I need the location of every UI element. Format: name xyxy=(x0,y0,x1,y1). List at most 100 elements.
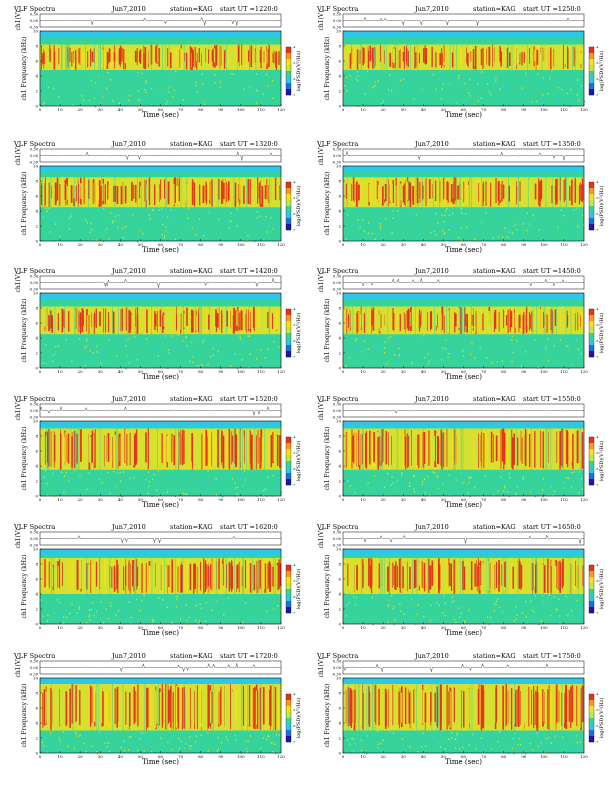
texture-speck xyxy=(440,97,442,100)
texture-speck xyxy=(422,89,424,91)
quiet-gap xyxy=(129,555,130,622)
quiet-gap xyxy=(254,425,256,494)
x-tick-label: 10 xyxy=(361,369,367,374)
emission-streak xyxy=(156,685,158,723)
y-tick-label: 0 xyxy=(338,366,341,371)
texture-speck xyxy=(557,95,560,98)
emission-streak xyxy=(112,311,115,334)
y-tick-label: 8 xyxy=(338,44,341,49)
emission-streak xyxy=(136,566,139,587)
colorbar-segment xyxy=(286,583,291,590)
quiet-gap xyxy=(449,41,451,104)
y-tick-label: 6 xyxy=(35,194,38,199)
texture-speck xyxy=(86,488,88,491)
texture-speck xyxy=(538,74,541,76)
emission-streak xyxy=(348,50,350,67)
texture-speck xyxy=(202,341,204,343)
texture-speck xyxy=(576,742,578,744)
emission-streak xyxy=(438,182,439,199)
x-tick-label: 70 xyxy=(178,625,184,630)
texture-speck xyxy=(526,212,528,215)
texture-speck xyxy=(429,619,432,622)
colorbar-segment xyxy=(286,736,291,743)
texture-speck xyxy=(566,479,568,481)
quiet-gap xyxy=(561,425,563,494)
quiet-gap xyxy=(175,425,177,494)
emission-streak xyxy=(75,685,77,722)
emission-streak xyxy=(141,563,143,593)
emission-streak xyxy=(389,184,391,204)
texture-speck xyxy=(132,597,134,600)
texture-speck xyxy=(559,339,561,342)
emission-streak xyxy=(427,312,428,331)
emission-streak xyxy=(497,53,499,66)
emission-streak xyxy=(71,52,73,67)
emission-streak xyxy=(256,560,258,594)
emission-streak xyxy=(388,434,390,470)
emission-streak xyxy=(433,686,435,731)
emission-streak xyxy=(405,180,406,207)
panel-title: VLF Spectra xyxy=(316,5,358,13)
texture-speck xyxy=(227,473,229,475)
texture-speck xyxy=(78,606,80,608)
panel-date: Jun7,2010 xyxy=(414,140,449,148)
emission-streak xyxy=(566,310,568,328)
texture-speck xyxy=(410,732,412,734)
colorbar-segment xyxy=(286,461,291,468)
texture-speck xyxy=(442,611,444,614)
colorbar-segment xyxy=(589,467,594,474)
quiet-gap xyxy=(48,425,50,494)
texture-speck xyxy=(215,341,217,344)
texture-speck xyxy=(266,738,268,741)
texture-speck xyxy=(191,745,193,747)
emission-streak xyxy=(240,428,241,468)
emission-streak xyxy=(208,314,210,330)
emission-streak xyxy=(494,687,497,730)
texture-speck xyxy=(47,86,49,89)
panel-station: station=KAG xyxy=(170,395,213,403)
texture-speck xyxy=(505,730,507,733)
texture-speck xyxy=(106,358,108,361)
emission-streak xyxy=(539,430,541,468)
texture-speck xyxy=(152,358,154,361)
texture-speck xyxy=(387,361,389,363)
texture-speck xyxy=(374,238,376,240)
texture-speck xyxy=(213,228,215,231)
texture-speck xyxy=(458,356,461,359)
texture-speck xyxy=(202,234,204,237)
texture-speck xyxy=(460,82,462,85)
emission-streak xyxy=(103,560,106,587)
texture-speck xyxy=(198,218,201,221)
colorbar-label: log(PSD)(V²/Hz) xyxy=(295,441,302,482)
texture-speck xyxy=(427,475,429,478)
texture-speck xyxy=(468,92,470,94)
texture-speck xyxy=(44,618,47,620)
emission-streak xyxy=(160,560,162,591)
emission-streak xyxy=(91,686,93,723)
texture-speck xyxy=(562,86,564,88)
emission-streak xyxy=(486,434,488,467)
quiet-gap xyxy=(543,555,544,622)
waveform-axis-label: ch1(V) xyxy=(15,145,22,165)
emission-streak xyxy=(488,686,490,730)
emission-streak xyxy=(235,434,238,468)
texture-speck xyxy=(135,492,137,494)
emission-streak xyxy=(387,689,389,728)
texture-speck xyxy=(405,351,407,354)
emission-streak xyxy=(349,53,351,69)
quiet-gap xyxy=(65,41,66,104)
texture-speck xyxy=(200,734,202,736)
emission-streak xyxy=(127,687,129,728)
texture-speck xyxy=(382,236,384,238)
colorbar-segment xyxy=(286,71,291,78)
emission-streak xyxy=(376,180,378,200)
texture-speck xyxy=(526,492,528,495)
emission-streak xyxy=(105,690,107,725)
texture-speck xyxy=(522,103,524,106)
colorbar-segment xyxy=(286,589,291,596)
emission-streak xyxy=(207,429,210,467)
texture-speck xyxy=(71,360,73,363)
emission-streak xyxy=(41,53,43,65)
emission-streak xyxy=(170,310,172,328)
